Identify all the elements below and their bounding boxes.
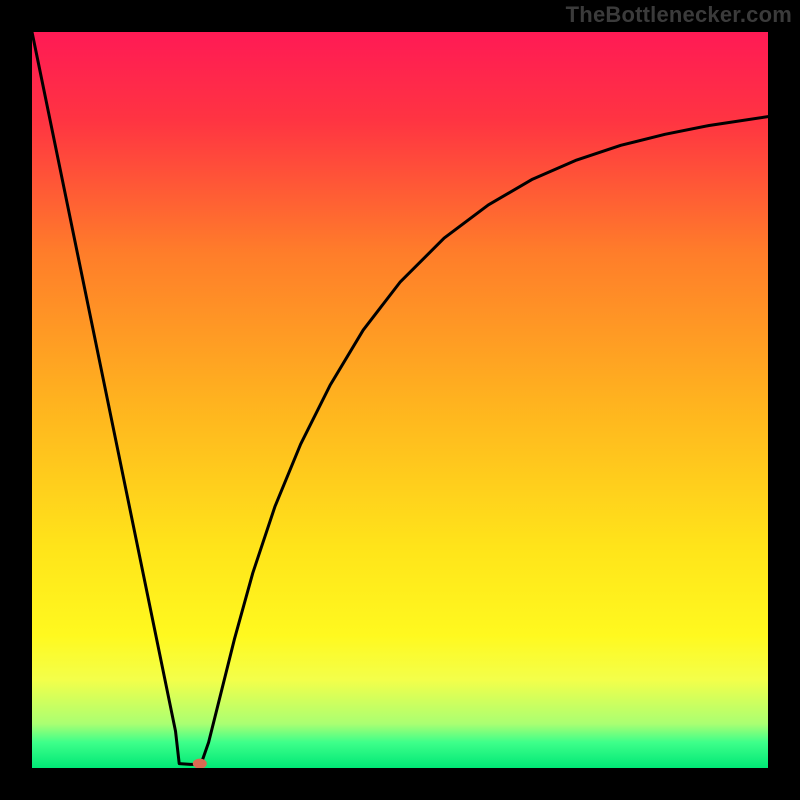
watermark-text: TheBottlenecker.com	[566, 2, 792, 28]
chart-root: TheBottlenecker.com	[0, 0, 800, 800]
plot-area	[32, 32, 768, 768]
gradient-background	[32, 32, 768, 768]
plot-svg	[32, 32, 768, 768]
